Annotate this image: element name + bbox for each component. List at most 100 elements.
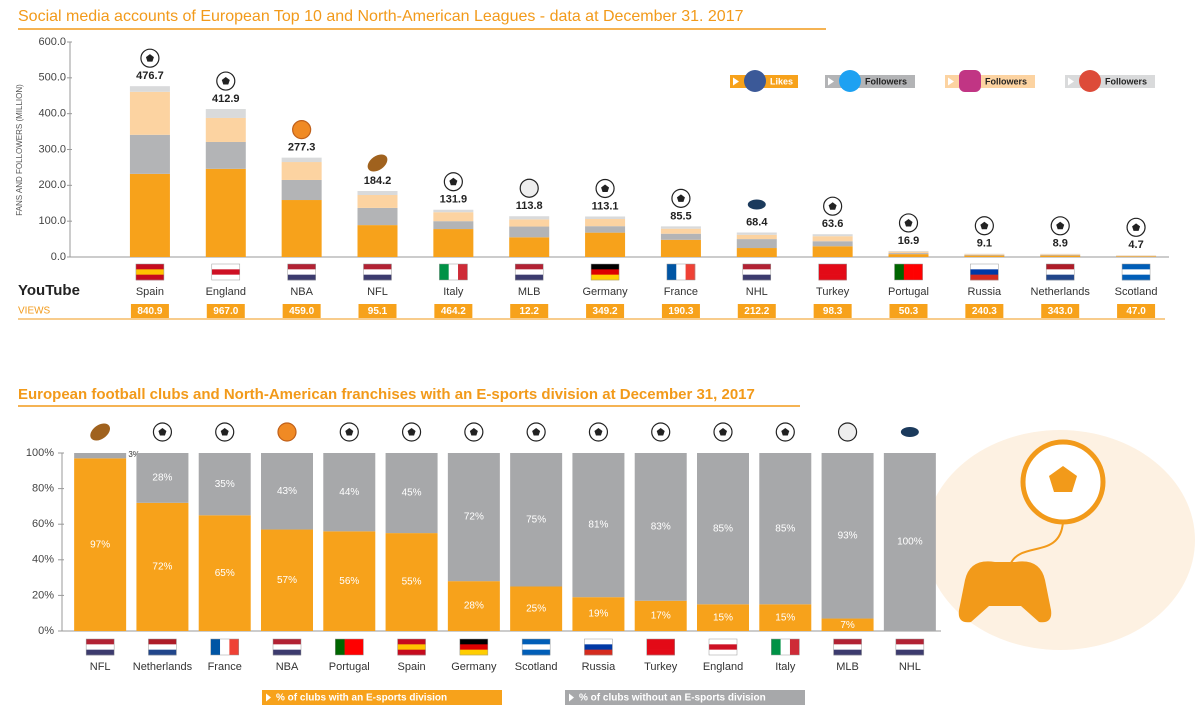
x-tick-label: Italy — [443, 286, 464, 298]
value-label: 55% — [402, 577, 422, 588]
flag — [273, 644, 301, 650]
sport-icon — [839, 423, 857, 441]
flag — [584, 644, 612, 650]
value-label: 28% — [464, 601, 484, 612]
flag — [364, 269, 392, 275]
bar-segment — [889, 252, 929, 253]
flag — [515, 275, 543, 281]
flag — [781, 639, 791, 655]
total-label: 85.5 — [670, 210, 691, 222]
flag — [288, 275, 316, 281]
flag — [212, 269, 240, 275]
bar-segment — [1040, 256, 1080, 257]
bar-segment — [889, 251, 929, 252]
x-tick-label: NFL — [90, 661, 111, 673]
views-value: 967.0 — [213, 306, 238, 317]
value-label: 85% — [713, 523, 733, 534]
value-label: 43% — [277, 486, 297, 497]
flag — [460, 644, 488, 650]
flag — [439, 264, 449, 280]
flag — [398, 650, 426, 656]
bar-segment — [433, 210, 473, 212]
bar-segment — [74, 453, 126, 458]
y-tick-label: 20% — [32, 589, 54, 601]
flag — [460, 650, 488, 656]
flag — [647, 639, 675, 645]
value-label: 15% — [775, 612, 795, 623]
x-tick-label: Germany — [451, 661, 497, 673]
x-tick-label: Portugal — [888, 286, 929, 298]
flag — [896, 650, 924, 656]
sport-icon — [293, 121, 311, 139]
x-tick-label: Spain — [136, 286, 164, 298]
y-tick-label: 500.0 — [38, 72, 66, 84]
total-label: 9.1 — [977, 238, 992, 250]
flag — [86, 650, 114, 656]
flag — [515, 264, 543, 270]
flag — [895, 264, 905, 280]
y-tick-label: 40% — [32, 554, 54, 566]
bar-segment — [1040, 255, 1080, 256]
bar-segment — [509, 216, 549, 219]
value-label: 57% — [277, 575, 297, 586]
x-tick-label: Turkey — [816, 286, 850, 298]
bar-segment — [737, 248, 777, 257]
flag — [1122, 264, 1150, 270]
flag — [136, 269, 164, 275]
flag — [273, 650, 301, 656]
flag — [345, 639, 355, 655]
value-label: 19% — [588, 609, 608, 620]
flag — [288, 264, 316, 270]
flag — [458, 264, 468, 280]
bar-segment — [813, 234, 853, 236]
legend-icon — [839, 70, 861, 92]
views-value: 95.1 — [368, 306, 388, 317]
y-tick-label: 60% — [32, 518, 54, 530]
flag — [970, 264, 998, 270]
total-label: 476.7 — [136, 70, 164, 82]
flag — [398, 644, 426, 650]
bar-segment — [130, 92, 170, 135]
bar-segment — [661, 226, 701, 228]
flag — [591, 275, 619, 281]
x-tick-label: Scotland — [515, 661, 558, 673]
legend-icon — [959, 70, 981, 92]
views-value: 47.0 — [1126, 306, 1146, 317]
value-label: 25% — [526, 603, 546, 614]
flag — [354, 639, 364, 655]
flag — [743, 275, 771, 281]
bar-segment — [1040, 254, 1080, 255]
value-label: 85% — [775, 523, 795, 534]
x-tick-label: Russia — [968, 286, 1003, 298]
bar-segment — [130, 86, 170, 92]
bar-segment — [661, 240, 701, 257]
flag — [288, 269, 316, 275]
value-label: 75% — [526, 514, 546, 525]
x-tick-label: Turkey — [644, 661, 678, 673]
total-label: 63.6 — [822, 218, 843, 230]
bar-segment — [661, 229, 701, 234]
total-label: 113.1 — [592, 200, 619, 212]
value-label: 28% — [152, 473, 172, 484]
flag — [970, 275, 998, 281]
flag — [273, 639, 301, 645]
bar-segment — [433, 221, 473, 229]
x-tick-label: MLB — [518, 286, 541, 298]
x-tick-label: Portugal — [329, 661, 370, 673]
flag — [584, 650, 612, 656]
x-tick-label: France — [664, 286, 698, 298]
y-axis-label: FANS AND FOLLOWERS (MILLION) — [15, 84, 24, 216]
x-tick-label: NBA — [290, 286, 313, 298]
chart-title: Social media accounts of European Top 10… — [18, 8, 744, 25]
sport-icon — [278, 423, 296, 441]
bar-segment — [889, 253, 929, 254]
legend-label: Followers — [1105, 76, 1147, 86]
y-tick-label: 600.0 — [38, 36, 66, 48]
sport-icon — [520, 179, 538, 197]
x-tick-label: Scotland — [1115, 286, 1158, 298]
x-tick-label: NBA — [276, 661, 299, 673]
flag — [522, 644, 550, 650]
flag — [398, 639, 426, 645]
flag — [819, 269, 847, 275]
x-tick-label: Germany — [582, 286, 628, 298]
